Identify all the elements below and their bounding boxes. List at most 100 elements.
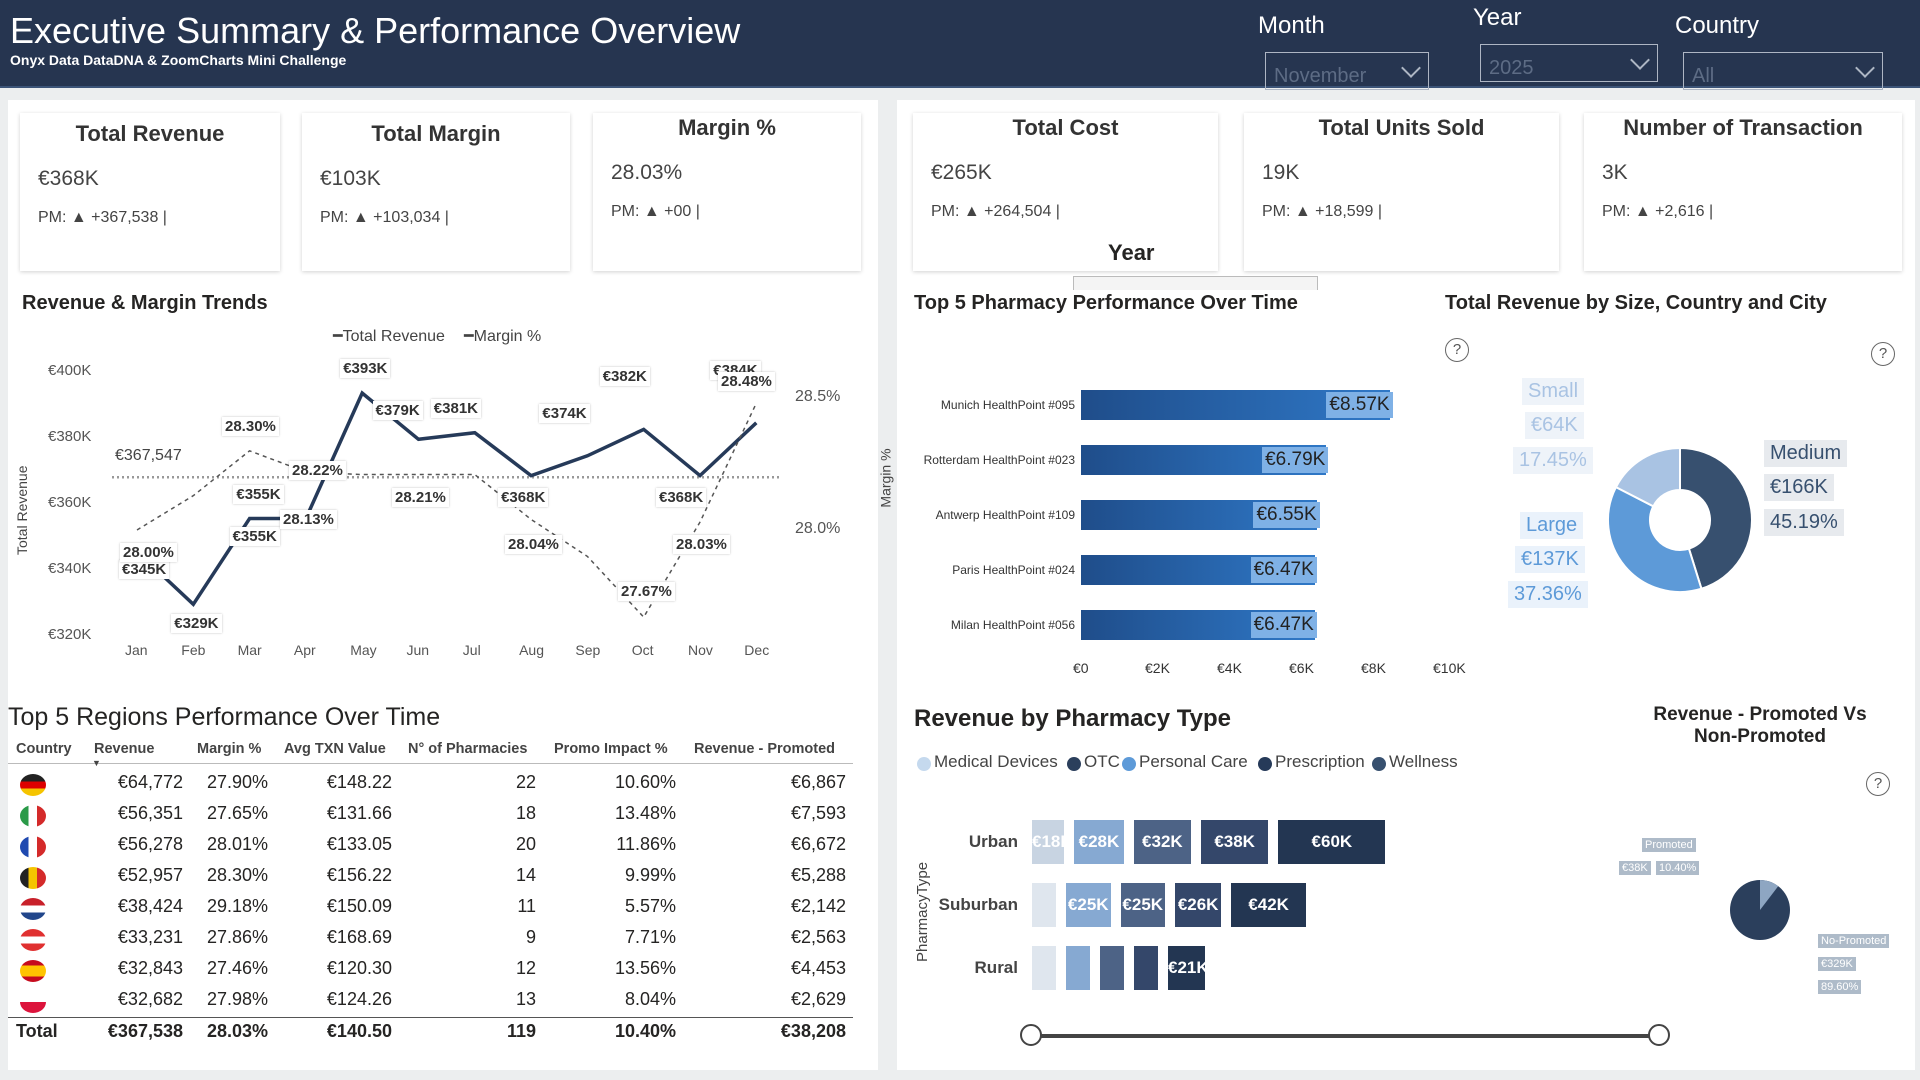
- kpi-title: Total Units Sold: [1318, 115, 1485, 140]
- cell-avg: €131.66: [326, 803, 392, 823]
- size-label-value: €137K: [1515, 546, 1585, 573]
- country-flag-nl[interactable]: [20, 898, 46, 920]
- pharmtype-segment[interactable]: €26K: [1175, 883, 1222, 927]
- help-icon[interactable]: ?: [1445, 338, 1469, 362]
- pharmtype-segment[interactable]: [1134, 946, 1158, 990]
- row-label: Suburban: [938, 895, 1018, 914]
- column-header[interactable]: Promo Impact %: [554, 741, 668, 757]
- country-flag-at[interactable]: [20, 929, 46, 951]
- kpi-total-margin[interactable]: Total Margin €103K PM: ▲ +103,034 |: [302, 113, 570, 271]
- cell-margin: 28.30%: [206, 865, 268, 885]
- legend-margin[interactable]: ━Margin %: [464, 328, 542, 345]
- cell-margin: 27.90%: [206, 772, 268, 792]
- header-divider: [8, 763, 853, 764]
- country-flag-es[interactable]: [20, 960, 46, 982]
- pharmtype-segment[interactable]: €25K: [1066, 883, 1111, 927]
- kpi-pm: PM: ▲ +00 |: [611, 203, 700, 220]
- country-slicer-value: All: [1692, 65, 1715, 87]
- legend-label[interactable]: OTC: [1084, 752, 1120, 771]
- column-header[interactable]: N° of Pharmacies: [408, 741, 528, 757]
- cell-margin: 28.01%: [206, 834, 268, 854]
- kpi-total-units[interactable]: Total Units Sold 19K PM: ▲ +18,599 |: [1244, 113, 1559, 271]
- column-header[interactable]: Revenue: [94, 741, 155, 757]
- kpi-pm: PM: ▲ +18,599 |: [1262, 203, 1383, 220]
- pharmtype-segment[interactable]: €60K: [1278, 820, 1386, 864]
- x-tick-label: Jul: [462, 642, 481, 658]
- pharmtype-segment[interactable]: €42K: [1231, 883, 1307, 927]
- column-header[interactable]: Margin %: [197, 741, 262, 757]
- legend-label[interactable]: Personal Care: [1139, 752, 1248, 771]
- pharmtype-segment[interactable]: €25K: [1120, 883, 1165, 927]
- chevron-down-icon: [1855, 58, 1875, 78]
- total-margin: 28.03%: [206, 1021, 268, 1041]
- y-tick-label: €360K: [48, 494, 92, 511]
- kpi-title: Number of Transaction: [1623, 115, 1863, 140]
- range-slider-handle-left[interactable]: [1020, 1024, 1042, 1046]
- promo-label-name: No-Promoted: [1818, 934, 1890, 948]
- pharmtype-segment[interactable]: [1100, 946, 1124, 990]
- revenue-data-label: €393K: [340, 359, 391, 379]
- pharmtype-segment[interactable]: €32K: [1133, 820, 1191, 864]
- month-slicer[interactable]: November: [1265, 52, 1429, 90]
- year-slicer[interactable]: 2025: [1480, 44, 1658, 82]
- revenue-data-label: €368K: [656, 487, 707, 507]
- column-header[interactable]: Revenue - Promoted: [694, 741, 835, 757]
- pharmtype-segment[interactable]: [1066, 946, 1090, 990]
- margin-data-label: 28.30%: [222, 417, 279, 436]
- country-flag-pl[interactable]: [20, 991, 46, 1013]
- size-label-value: €166K: [1764, 474, 1834, 501]
- kpi-margin-pct[interactable]: Margin % 28.03% PM: ▲ +00 |: [593, 113, 861, 271]
- country-flag-be[interactable]: [20, 867, 46, 889]
- help-icon[interactable]: ?: [1866, 772, 1890, 796]
- kpi-transactions[interactable]: Number of Transaction 3K PM: ▲ +2,616 |: [1584, 113, 1902, 271]
- pharmtype-segment[interactable]: [1032, 883, 1056, 927]
- revenue-data-label: €355K: [229, 526, 280, 546]
- revenue-data-label: €345K: [119, 559, 170, 579]
- x-tick-label: €10K: [1433, 660, 1466, 676]
- country-flag-fr[interactable]: [20, 836, 46, 858]
- year-slicer-label: Year: [1473, 4, 1522, 31]
- kpi-total-revenue[interactable]: Total Revenue €368K PM: ▲ +367,538 |: [20, 113, 280, 271]
- pharmtype-title: Revenue by Pharmacy Type: [914, 705, 1232, 732]
- column-header[interactable]: Country: [16, 741, 72, 757]
- cell-avg: €148.22: [326, 772, 392, 792]
- promo-slice-promoted: [1760, 880, 1779, 910]
- country-slicer[interactable]: All: [1683, 52, 1883, 90]
- legend-label[interactable]: Prescription: [1275, 752, 1365, 771]
- range-slider-handle-right[interactable]: [1648, 1024, 1670, 1046]
- month-slicer-value: November: [1274, 65, 1367, 87]
- legend-label[interactable]: Medical Devices: [934, 752, 1058, 771]
- help-icon[interactable]: ?: [1871, 342, 1895, 366]
- kpi-pm: PM: ▲ +2,616 |: [1602, 203, 1714, 220]
- country-flag-it[interactable]: [20, 805, 46, 827]
- revenue-data-label: €382K: [599, 367, 650, 387]
- cell-revenue: €56,278: [117, 834, 183, 854]
- column-header[interactable]: Avg TXN Value: [284, 741, 386, 757]
- pharmtype-segment[interactable]: €18K: [1032, 820, 1073, 864]
- pharmtype-segment[interactable]: [1032, 946, 1056, 990]
- kpi-total-cost[interactable]: Total Cost €265K PM: ▲ +264,504 |: [913, 113, 1218, 271]
- legend-dot: [1067, 757, 1081, 771]
- range-slider-track[interactable]: [1030, 1034, 1660, 1038]
- cell-margin: 29.18%: [206, 896, 268, 916]
- cell-avg: €150.09: [326, 896, 392, 916]
- total-promo: 10.40%: [614, 1021, 676, 1041]
- chevron-down-icon: [1630, 50, 1650, 70]
- x-tick-label: Oct: [631, 642, 654, 658]
- legend-total-revenue[interactable]: ━Total Revenue: [333, 328, 445, 345]
- top5-title: Top 5 Pharmacy Performance Over Time: [914, 292, 1298, 314]
- y2-tick-label: 28.0%: [795, 520, 841, 537]
- x-tick-label: May: [350, 642, 377, 658]
- cell-promo: 13.56%: [614, 958, 676, 978]
- pharmtype-segment[interactable]: €21K: [1168, 946, 1209, 990]
- pharmtype-segment[interactable]: €28K: [1074, 820, 1124, 864]
- year-popup-box[interactable]: [1073, 276, 1318, 290]
- legend-label[interactable]: Wellness: [1389, 752, 1458, 771]
- pharmtype-segment[interactable]: €38K: [1200, 820, 1269, 864]
- pharmacy-value-label: €6.79K: [1262, 447, 1329, 473]
- cell-rp: €5,288: [790, 865, 846, 885]
- cell-promo: 8.04%: [624, 989, 676, 1009]
- legend-dot: [917, 757, 931, 771]
- x-tick-label: Nov: [688, 642, 713, 658]
- country-flag-de[interactable]: [20, 774, 46, 796]
